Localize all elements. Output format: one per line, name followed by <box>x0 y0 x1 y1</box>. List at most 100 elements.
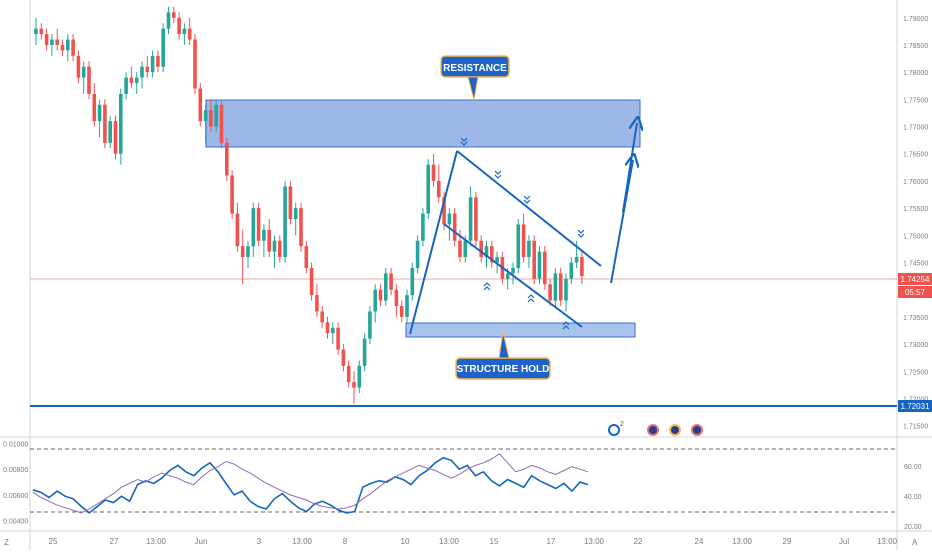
projection-arrow-1[interactable] <box>610 160 633 284</box>
chevron-up-icon <box>483 282 491 291</box>
candle-body <box>251 208 256 247</box>
candle-body <box>389 273 393 290</box>
structure-label: STRUCTURE HOLD <box>457 364 550 375</box>
price-tick-label: 1.77000 <box>903 125 928 132</box>
time-tick-label: 29 <box>783 537 792 546</box>
resistance-callout[interactable]: RESISTANCE <box>440 55 510 101</box>
price-tick-label: 1.76500 <box>903 152 928 159</box>
candle-body <box>474 197 478 241</box>
time-tick-label: 8 <box>343 537 348 546</box>
candle-body <box>66 39 70 51</box>
time-tick-label: 24 <box>695 537 704 546</box>
price-tick-label: 1.73500 <box>903 315 928 322</box>
oscillator-line <box>32 453 589 514</box>
event-markers[interactable]: 2 <box>608 421 703 436</box>
oscillator-axis: 0.01000 0.00800 0.00600 0.00400 60.00 40.00 20… <box>3 442 922 531</box>
candle-body <box>384 273 388 301</box>
price-tick-label: 1.72500 <box>903 369 928 376</box>
candle-body <box>50 39 54 45</box>
event-flag-icon[interactable] <box>669 424 681 436</box>
candle-body <box>543 251 547 285</box>
candle-body <box>378 289 383 301</box>
event-flag-icon[interactable] <box>608 424 620 436</box>
structure-callout[interactable]: STRUCTURE HOLD <box>455 331 551 380</box>
candle-body <box>341 349 346 366</box>
candle-body <box>81 66 86 78</box>
candle-body <box>447 213 452 225</box>
candle-body <box>511 267 515 274</box>
structure-zone[interactable] <box>405 322 636 338</box>
chevron-down-icon <box>460 137 468 146</box>
candle-body <box>108 121 112 143</box>
chevron-down-icon <box>523 195 531 204</box>
candle-body <box>373 289 377 312</box>
candle-body <box>34 28 38 35</box>
candle-body <box>161 28 165 67</box>
current-price-tag: 1.74254 05:57 <box>898 273 932 298</box>
candle-body <box>299 208 303 247</box>
price-tick-label: 1.73000 <box>903 342 928 349</box>
event-flag-icon[interactable] <box>647 424 659 436</box>
candle-body <box>394 289 399 307</box>
candle-body <box>166 12 171 29</box>
candle-body <box>262 229 266 241</box>
candle-body <box>490 246 494 263</box>
time-axis[interactable]: 25 27 13:00 Jun 3 13:00 8 10 13:00 15 17 13:00 22 24 1… <box>49 537 898 546</box>
candle-body <box>209 110 213 127</box>
candle-body <box>537 251 542 279</box>
chevron-up-icon <box>527 294 535 303</box>
chevron-down-icon <box>577 229 585 238</box>
candle-body <box>527 240 531 258</box>
candle-body <box>124 77 128 94</box>
oscillator-right-tick-label: 20.00 <box>904 524 922 531</box>
price-tick-label: 1.78000 <box>903 70 928 77</box>
candle-body <box>272 240 277 252</box>
candle-body <box>421 213 425 241</box>
candle-body <box>39 28 44 35</box>
candle-body <box>505 273 510 279</box>
impulse-trendline[interactable] <box>409 150 458 335</box>
candle-body <box>193 39 197 89</box>
candle-body <box>325 322 330 334</box>
candle-body <box>283 186 287 258</box>
candle-body <box>564 278 568 301</box>
candle-body <box>246 246 250 258</box>
price-tick-label: 1.79000 <box>903 16 928 23</box>
candle-body <box>442 197 446 225</box>
candle-body <box>203 110 208 122</box>
candle-body <box>521 224 526 258</box>
callout-pointer <box>498 331 510 359</box>
candle-body <box>240 246 245 258</box>
time-tick-label: 10 <box>401 537 410 546</box>
countdown-box <box>898 286 932 298</box>
candle-body <box>113 121 118 154</box>
oscillator-tick-label: 0.01000 <box>3 442 28 449</box>
time-tick-label: 13:00 <box>146 537 167 546</box>
projection-arrow-2[interactable] <box>622 123 637 213</box>
candle-body <box>415 240 420 268</box>
candle-body <box>156 55 160 67</box>
channel-lower-line[interactable] <box>443 223 583 328</box>
event-flag-icon[interactable] <box>691 424 703 436</box>
time-tick-label: 25 <box>49 537 58 546</box>
candle-body <box>331 327 335 334</box>
time-tick-label: 13:00 <box>292 537 313 546</box>
channel-upper-line[interactable] <box>456 150 602 267</box>
price-tick-label: 1.75500 <box>903 206 928 213</box>
timezone-icon[interactable]: Z <box>4 538 9 547</box>
time-tick-label: 27 <box>110 537 119 546</box>
auto-scale-icon[interactable]: A <box>912 538 918 547</box>
oscillator-tick-label: 0.00800 <box>3 467 28 474</box>
candle-body <box>71 39 75 56</box>
candle-body <box>60 44 65 51</box>
resistance-zone[interactable] <box>205 99 641 148</box>
candle-body <box>320 311 324 323</box>
chevron-down-icon <box>494 170 502 179</box>
support-price-tag: 1.72031 <box>898 400 932 412</box>
resistance-label: RESISTANCE <box>443 63 507 74</box>
candle-body <box>479 240 483 258</box>
candle-body <box>293 208 298 220</box>
